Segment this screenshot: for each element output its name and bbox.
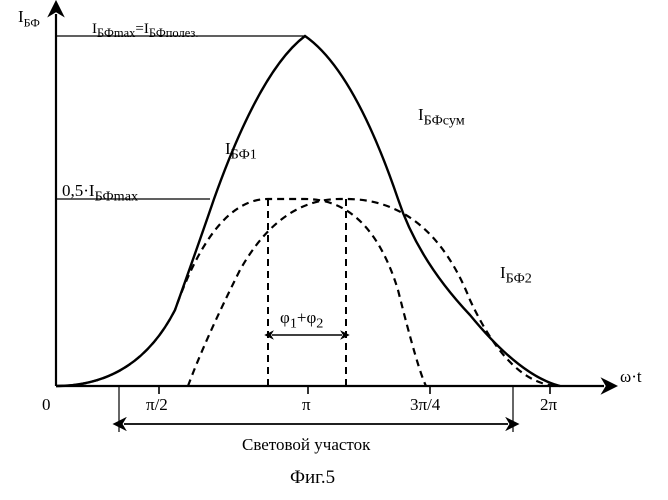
label-bf2: IБФ2	[500, 264, 532, 286]
label-sum: IБФсум	[418, 106, 465, 128]
xtick-pi: π	[302, 396, 311, 413]
figure-caption: Фиг.5	[290, 468, 335, 487]
label-bf1: IБФ1	[225, 140, 257, 162]
curve-sum	[56, 36, 560, 386]
xtick-3pi4: 3π/4	[410, 396, 440, 413]
label-phi: φ1+φ2	[280, 309, 323, 331]
xtick-pi2: π/2	[146, 396, 168, 413]
curve-bf1	[56, 199, 426, 386]
xtick-2pi: 2π	[540, 396, 557, 413]
curve-bf2	[188, 199, 560, 386]
y-axis-label: IБФ	[18, 8, 40, 28]
span-label: Световой участок	[242, 436, 370, 453]
x-axis-label: ω·t	[620, 368, 642, 385]
label-half: 0,5·IБФmax	[62, 182, 138, 204]
xtick-0: 0	[42, 396, 51, 413]
label-peak: IБФmax=IБФполез.	[92, 22, 199, 40]
plot-svg	[0, 0, 668, 500]
